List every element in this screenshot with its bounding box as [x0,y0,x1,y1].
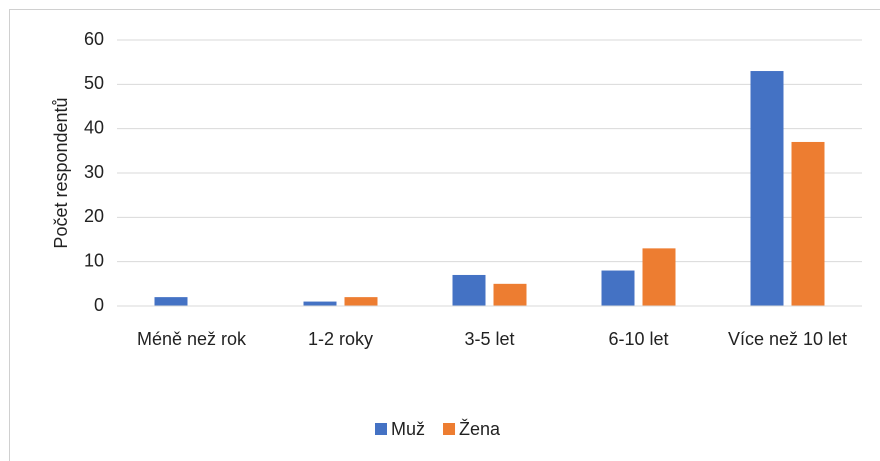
y-axis-title: Počet respondentů [51,97,71,248]
x-tick-label: 3-5 let [464,329,515,349]
bar [601,270,635,306]
legend-swatch [375,423,387,435]
y-tick-label: 10 [84,250,104,270]
bar [344,297,378,306]
x-tick-label: Méně než rok [136,329,247,349]
x-tick-label: 6-10 let [608,329,669,349]
x-tick-label: 1-2 roky [307,329,374,349]
bar [452,274,486,306]
bar [303,301,337,306]
y-tick-label: 40 [84,117,104,137]
y-tick-label: 0 [94,295,104,315]
bar [642,248,676,306]
x-tick-label-box: 6-10 let [608,329,669,349]
x-tick-label-box: 3-5 let [464,329,515,349]
y-tick-label: 20 [84,206,104,226]
x-tick-label-box: Více než 10 let [727,329,848,349]
y-tick-label: 60 [84,29,104,49]
legend-label: Žena [459,419,501,439]
bar [750,71,784,307]
x-tick-label-box: 1-2 roky [307,329,374,349]
x-tick-label-box: Méně než rok [136,329,247,349]
x-tick-label: Více než 10 let [727,329,848,349]
bar [493,283,527,306]
bar [154,297,188,306]
y-tick-label: 30 [84,162,104,182]
chart-border [9,9,880,461]
bar [791,141,825,306]
legend-swatch [443,423,456,435]
legend-label: Muž [391,419,425,439]
y-tick-label: 50 [84,73,104,93]
